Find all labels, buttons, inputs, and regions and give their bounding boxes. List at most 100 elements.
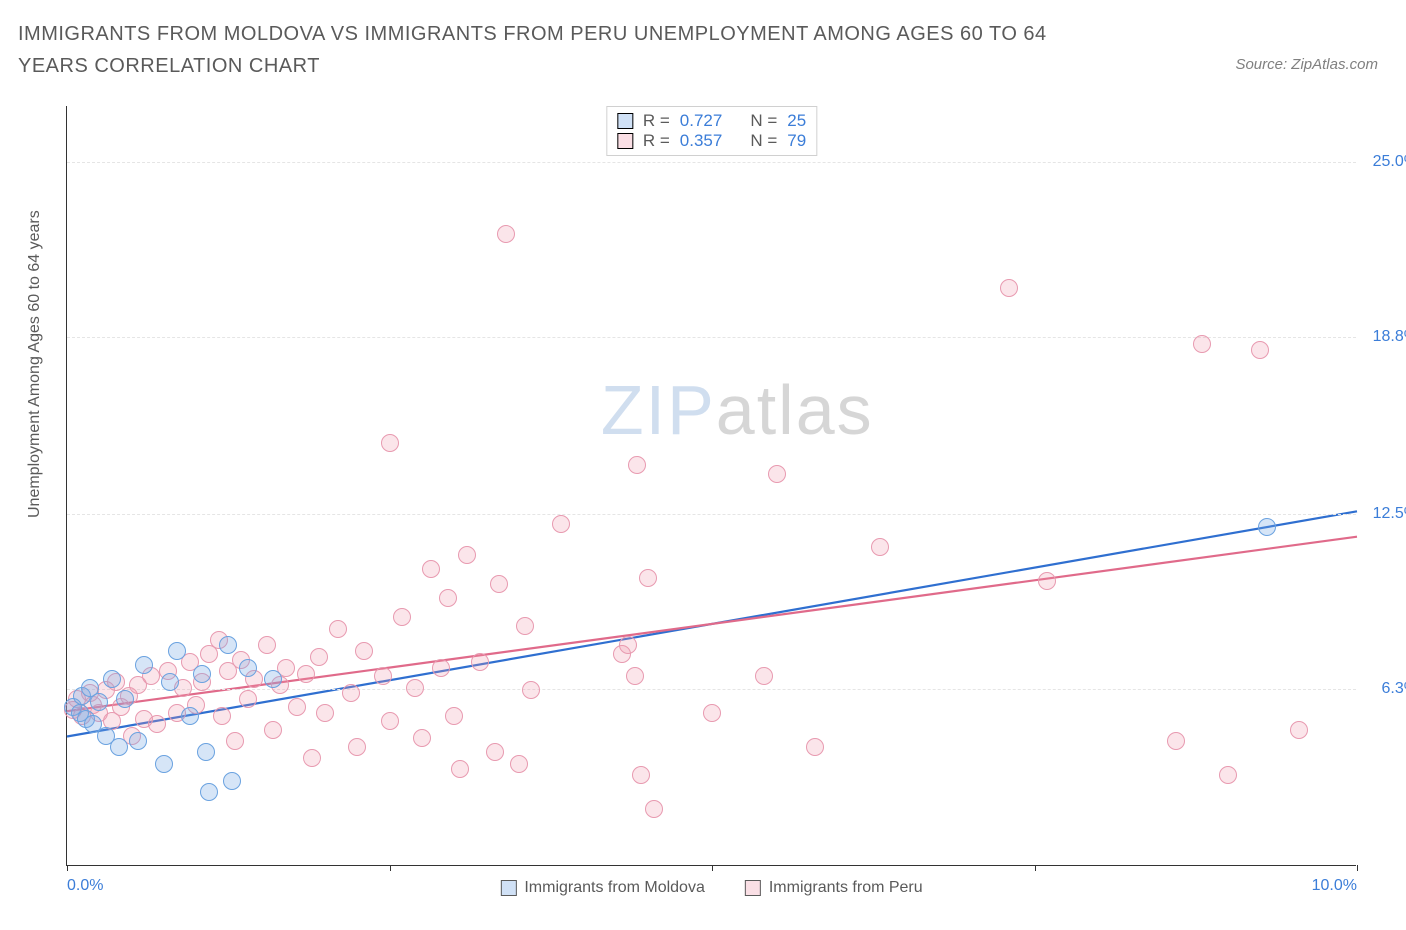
data-point xyxy=(639,569,657,587)
x-tick xyxy=(1035,865,1036,871)
x-tick-label: 10.0% xyxy=(1312,877,1357,895)
watermark-zip: ZIP xyxy=(601,371,716,449)
stat-n-value: 79 xyxy=(787,131,806,151)
data-point xyxy=(406,679,424,697)
data-point xyxy=(219,636,237,654)
data-point xyxy=(471,653,489,671)
data-point xyxy=(103,670,121,688)
data-point xyxy=(628,456,646,474)
stat-r-value: 0.727 xyxy=(680,111,723,131)
x-tick xyxy=(712,865,713,871)
data-point xyxy=(258,636,276,654)
y-tick-label: 6.3% xyxy=(1382,680,1406,698)
data-point xyxy=(522,681,540,699)
data-point xyxy=(755,667,773,685)
legend-label: Immigrants from Moldova xyxy=(524,879,705,897)
data-point xyxy=(303,749,321,767)
data-point xyxy=(200,783,218,801)
data-point xyxy=(197,743,215,761)
chart-title: IMMIGRANTS FROM MOLDOVA VS IMMIGRANTS FR… xyxy=(18,18,1118,82)
stat-legend-row-moldova: R = 0.727 N = 25 xyxy=(617,111,806,131)
data-point xyxy=(445,707,463,725)
data-point xyxy=(181,707,199,725)
data-point xyxy=(116,690,134,708)
source-label: Source: ZipAtlas.com xyxy=(1235,56,1378,73)
stat-legend: R = 0.727 N = 25 R = 0.357 N = 79 xyxy=(606,106,817,156)
data-point xyxy=(497,225,515,243)
data-point xyxy=(552,515,570,533)
data-point xyxy=(871,538,889,556)
data-point xyxy=(1167,732,1185,750)
chart-container: Unemployment Among Ages 60 to 64 years Z… xyxy=(18,98,1388,898)
swatch-icon xyxy=(500,880,516,896)
data-point xyxy=(1251,341,1269,359)
trend-lines xyxy=(67,106,1357,866)
data-point xyxy=(148,715,166,733)
y-tick-label: 25.0% xyxy=(1373,153,1406,171)
data-point xyxy=(239,690,257,708)
data-point xyxy=(355,642,373,660)
data-point xyxy=(619,636,637,654)
swatch-icon xyxy=(617,113,633,129)
data-point xyxy=(297,665,315,683)
x-tick xyxy=(1357,865,1358,871)
watermark: ZIPatlas xyxy=(601,370,874,450)
data-point xyxy=(168,642,186,660)
data-point xyxy=(348,738,366,756)
data-point xyxy=(413,729,431,747)
data-point xyxy=(439,589,457,607)
plot-area: ZIPatlas R = 0.727 N = 25 R = 0.357 N = … xyxy=(66,106,1356,866)
legend-item-peru: Immigrants from Peru xyxy=(745,879,923,897)
data-point xyxy=(226,732,244,750)
data-point xyxy=(342,684,360,702)
data-point xyxy=(451,760,469,778)
data-point xyxy=(432,659,450,677)
stat-n-label: N = xyxy=(750,131,777,151)
gridline xyxy=(67,337,1356,338)
data-point xyxy=(90,693,108,711)
data-point xyxy=(161,673,179,691)
data-point xyxy=(316,704,334,722)
data-point xyxy=(1193,335,1211,353)
data-point xyxy=(1219,766,1237,784)
data-point xyxy=(155,755,173,773)
watermark-atlas: atlas xyxy=(716,371,874,449)
data-point xyxy=(645,800,663,818)
legend-item-moldova: Immigrants from Moldova xyxy=(500,879,705,897)
data-point xyxy=(1038,572,1056,590)
x-tick xyxy=(390,865,391,871)
stat-r-value: 0.357 xyxy=(680,131,723,151)
data-point xyxy=(213,707,231,725)
data-point xyxy=(510,755,528,773)
stat-r-label: R = xyxy=(643,111,670,131)
data-point xyxy=(329,620,347,638)
data-point xyxy=(422,560,440,578)
data-point xyxy=(110,738,128,756)
y-tick-label: 12.5% xyxy=(1373,505,1406,523)
data-point xyxy=(393,608,411,626)
legend-label: Immigrants from Peru xyxy=(769,879,923,897)
swatch-icon xyxy=(745,880,761,896)
data-point xyxy=(135,656,153,674)
data-point xyxy=(486,743,504,761)
data-point xyxy=(129,732,147,750)
bottom-legend: Immigrants from Moldova Immigrants from … xyxy=(500,879,922,897)
stat-legend-row-peru: R = 0.357 N = 79 xyxy=(617,131,806,151)
data-point xyxy=(264,670,282,688)
gridline xyxy=(67,689,1356,690)
data-point xyxy=(806,738,824,756)
data-point xyxy=(193,665,211,683)
data-point xyxy=(374,667,392,685)
stat-r-label: R = xyxy=(643,131,670,151)
data-point xyxy=(288,698,306,716)
data-point xyxy=(458,546,476,564)
data-point xyxy=(310,648,328,666)
data-point xyxy=(516,617,534,635)
data-point xyxy=(264,721,282,739)
data-point xyxy=(1000,279,1018,297)
x-tick-label: 0.0% xyxy=(67,877,103,895)
swatch-icon xyxy=(617,133,633,149)
data-point xyxy=(626,667,644,685)
y-tick-label: 18.8% xyxy=(1373,328,1406,346)
data-point xyxy=(703,704,721,722)
